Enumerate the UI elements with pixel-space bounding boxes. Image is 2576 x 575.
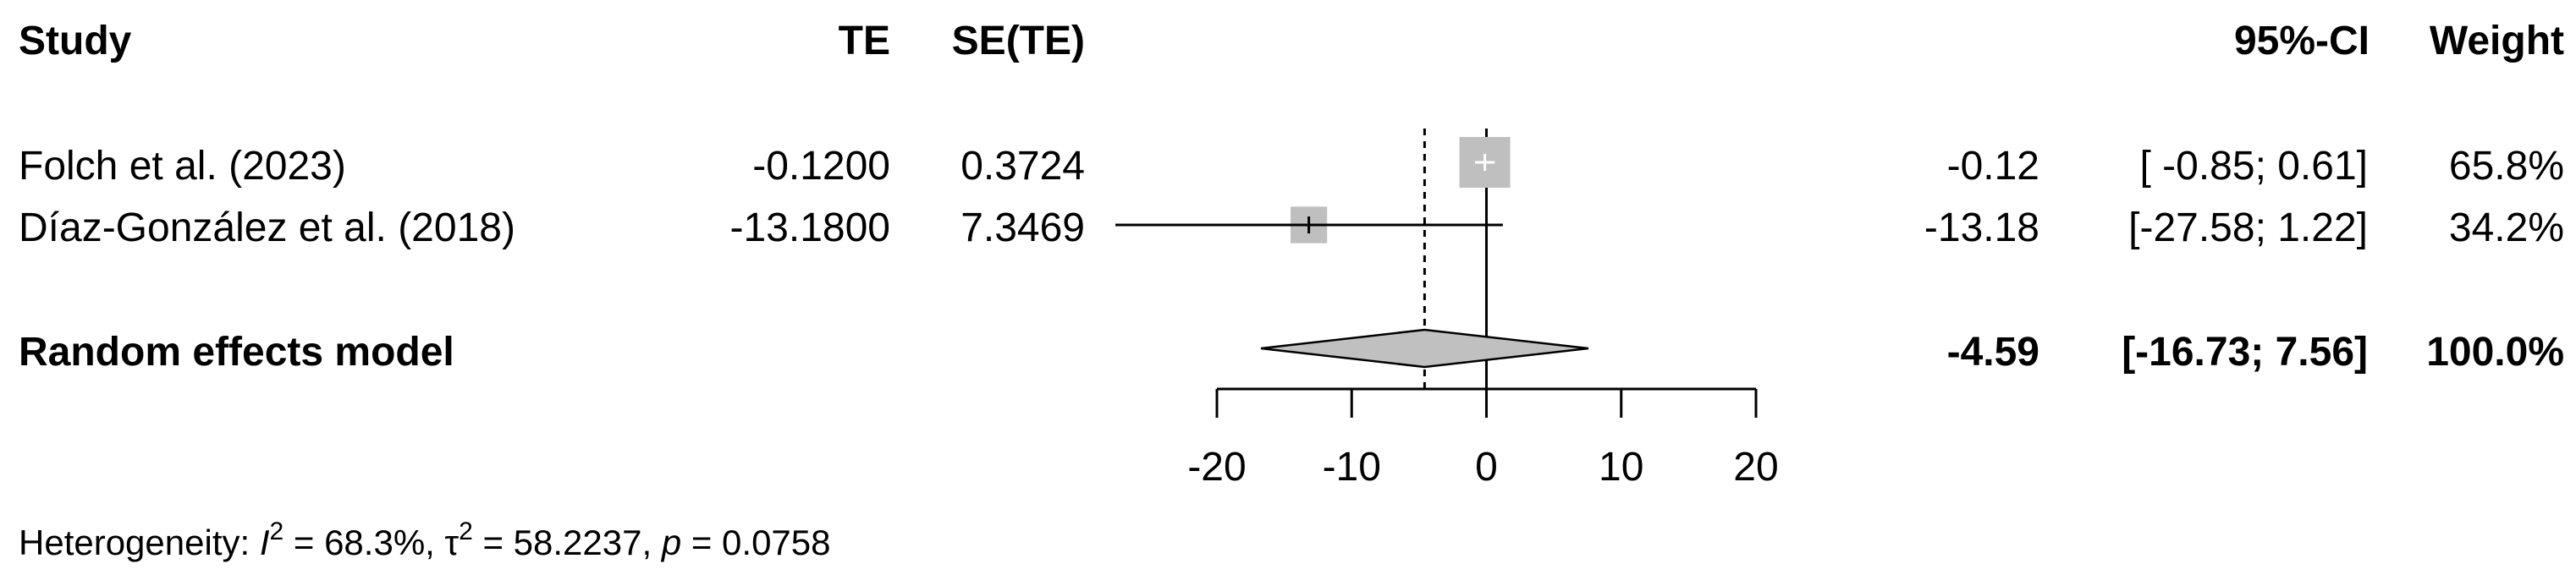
study-ci: [-27.58; 1.22] bbox=[2128, 205, 2368, 250]
x-tick-label: 10 bbox=[1599, 445, 1643, 490]
study-se: 0.3724 bbox=[960, 144, 1085, 189]
x-tick-label: 20 bbox=[1733, 445, 1778, 490]
study-estimate: -13.18 bbox=[1924, 205, 2039, 250]
header-te: TE bbox=[839, 19, 890, 63]
study-te: -0.1200 bbox=[752, 144, 890, 189]
x-tick-label: -10 bbox=[1323, 445, 1381, 490]
header-study: Study bbox=[19, 19, 132, 63]
study-weight: 65.8% bbox=[2449, 144, 2564, 189]
study-te: -13.1800 bbox=[730, 205, 891, 250]
heterogeneity-text: Heterogeneity: I2 = 68.3%, τ2 = 58.2237,… bbox=[19, 518, 831, 562]
plot-area: -20 -10 0 10 20 bbox=[1115, 129, 1779, 490]
header-ci: 95%-CI bbox=[2234, 19, 2370, 63]
study-name: Díaz-González et al. (2018) bbox=[19, 205, 515, 250]
header-se: SE(TE) bbox=[952, 19, 1085, 63]
pooled-name: Random effects model bbox=[19, 330, 454, 375]
pooled-diamond bbox=[1260, 328, 1589, 369]
x-tick-label: 0 bbox=[1475, 445, 1498, 490]
study-ci: [ -0.85; 0.61] bbox=[2139, 144, 2368, 189]
x-tick-label: -20 bbox=[1187, 445, 1246, 490]
study-weight: 34.2% bbox=[2449, 205, 2564, 250]
pooled-ci: [-16.73; 7.56] bbox=[2122, 330, 2368, 375]
pooled-estimate: -4.59 bbox=[1947, 330, 2039, 375]
pooled-weight: 100.0% bbox=[2426, 330, 2564, 375]
study-se: 7.3469 bbox=[960, 205, 1085, 250]
header-weight: Weight bbox=[2430, 19, 2564, 63]
study-estimate: -0.12 bbox=[1947, 144, 2039, 189]
study-name: Folch et al. (2023) bbox=[19, 144, 346, 189]
